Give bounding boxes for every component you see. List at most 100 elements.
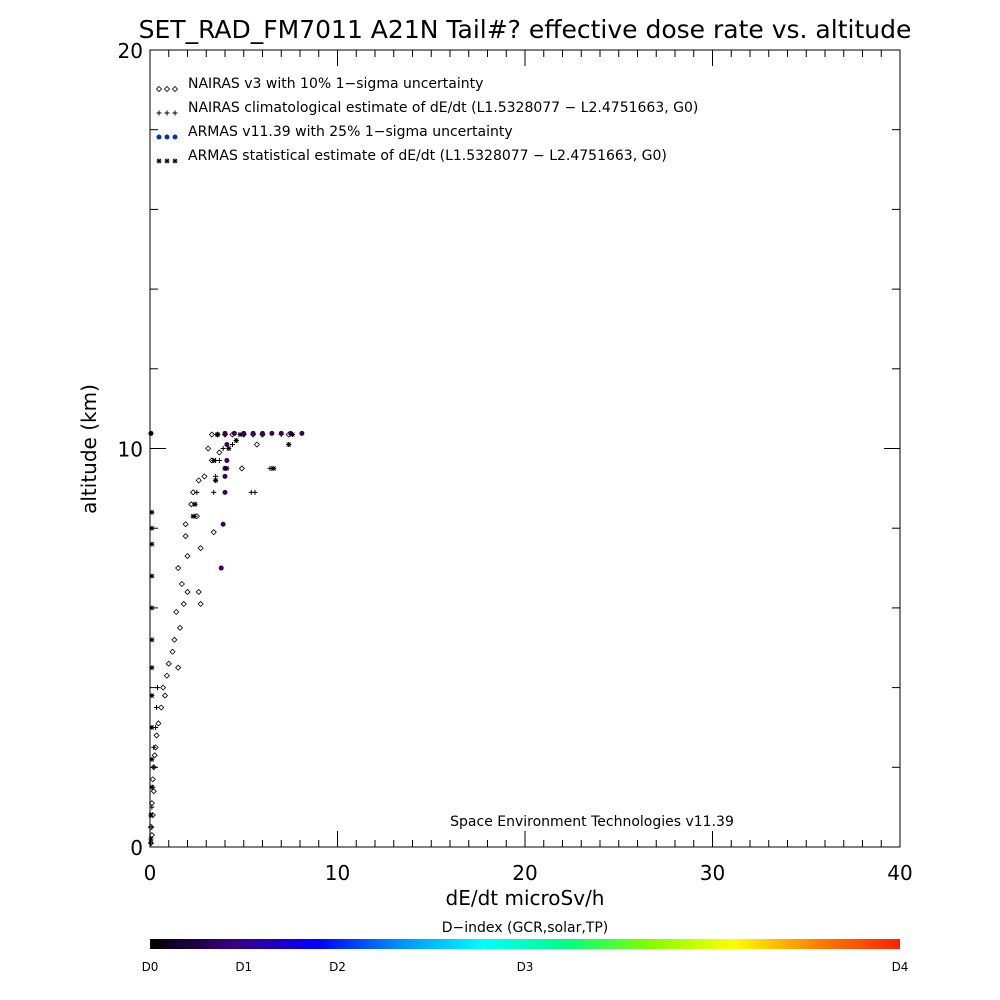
data-point (190, 513, 196, 519)
data-point (241, 430, 247, 436)
data-point (222, 473, 228, 479)
data-point (230, 442, 235, 448)
data-point (190, 489, 197, 496)
data-point (150, 788, 157, 795)
data-point (184, 553, 191, 560)
legend-marker (172, 110, 178, 116)
legend-label: NAIRAS climatological estimate of dE/dt … (188, 100, 698, 116)
data-point (182, 521, 189, 528)
data-point (149, 756, 155, 762)
data-point (147, 824, 155, 831)
data-point (154, 705, 160, 711)
data-point (197, 545, 204, 552)
colorbar-label: D4 (892, 960, 909, 974)
data-point (149, 637, 155, 643)
x-tick-label: 20 (512, 861, 537, 885)
data-point (149, 541, 155, 547)
y-tick-label: 20 (118, 39, 143, 63)
series-1 (147, 431, 292, 847)
y-axis-label: altitude (km) (77, 384, 101, 514)
data-point (224, 465, 230, 471)
data-point (163, 672, 170, 679)
data-point (194, 489, 200, 495)
colorbar-labels: D0 D1 D2 D3 D4 (142, 960, 909, 974)
x-tick-label: 10 (325, 861, 350, 885)
data-point (148, 812, 154, 818)
chart-title: SET_RAD_FM7011 A21N Tail#? effective dos… (139, 15, 912, 44)
data-point (188, 501, 195, 508)
data-point (173, 608, 180, 615)
data-point (149, 605, 155, 611)
legend-marker (164, 110, 170, 116)
data-point (222, 430, 228, 436)
data-point (253, 441, 260, 448)
data-point (149, 665, 155, 671)
data-point (231, 430, 237, 436)
data-point (250, 430, 256, 436)
data-point (149, 693, 155, 699)
data-point (220, 521, 226, 527)
data-point (165, 660, 172, 667)
data-point (299, 430, 305, 436)
data-point (211, 489, 217, 495)
legend-marker (172, 158, 178, 164)
data-point (210, 529, 217, 536)
data-point (158, 704, 165, 711)
data-point (178, 580, 185, 588)
y-tick-label: 10 (118, 438, 143, 462)
data-point (169, 648, 176, 655)
data-point (175, 564, 182, 572)
data-point (149, 784, 155, 790)
data-point (149, 776, 156, 783)
data-point (151, 764, 157, 770)
legend-label: ARMAS statistical estimate of dE/dt (L1.… (188, 148, 667, 164)
legend-marker (164, 158, 170, 164)
data-point (205, 445, 212, 452)
data-points (147, 430, 305, 847)
plot-frame (149, 49, 901, 848)
x-tick-label: 30 (700, 861, 725, 885)
data-point (213, 477, 219, 483)
data-point (238, 465, 245, 472)
series-4 (148, 432, 295, 842)
data-point (269, 430, 275, 436)
data-point (260, 430, 265, 436)
data-point (271, 465, 277, 471)
data-point (218, 565, 224, 571)
data-point (215, 432, 220, 438)
y-tick-label: 0 (130, 836, 143, 860)
data-point (160, 684, 167, 691)
legend-marker (156, 110, 162, 116)
colorbar-label: D0 (142, 960, 159, 974)
data-point (224, 457, 230, 463)
legend-marker (171, 85, 179, 93)
legend-marker (156, 158, 162, 164)
x-axis-label: dE/dt microSv/h (446, 886, 605, 910)
data-point (149, 724, 155, 730)
series-3 (148, 430, 305, 571)
data-point (211, 457, 217, 463)
data-point (192, 501, 198, 507)
data-point (171, 636, 178, 643)
data-point (222, 489, 228, 495)
data-point (224, 442, 230, 448)
legend-marker (172, 134, 178, 140)
data-point (237, 432, 243, 438)
data-point (286, 442, 292, 448)
credit-label: Space Environment Technologies v11.39 (450, 814, 734, 830)
data-point (149, 804, 155, 810)
colorbar-gradient (150, 939, 900, 949)
x-tick-label: 0 (144, 861, 157, 885)
legend-label: ARMAS v11.39 with 25% 1−sigma uncertaint… (188, 124, 513, 140)
data-point (248, 489, 254, 495)
series-2 (148, 432, 295, 846)
plot-area: 0 10 20 30 40 0 10 20 NAIRAS v3 with 10% 1−sigm… (118, 39, 913, 885)
data-point (208, 431, 215, 438)
colorbar-label: D3 (517, 960, 534, 974)
data-point (182, 533, 189, 540)
data-point (149, 509, 155, 515)
data-point (195, 588, 202, 596)
data-point (233, 438, 239, 444)
data-point (149, 824, 155, 830)
